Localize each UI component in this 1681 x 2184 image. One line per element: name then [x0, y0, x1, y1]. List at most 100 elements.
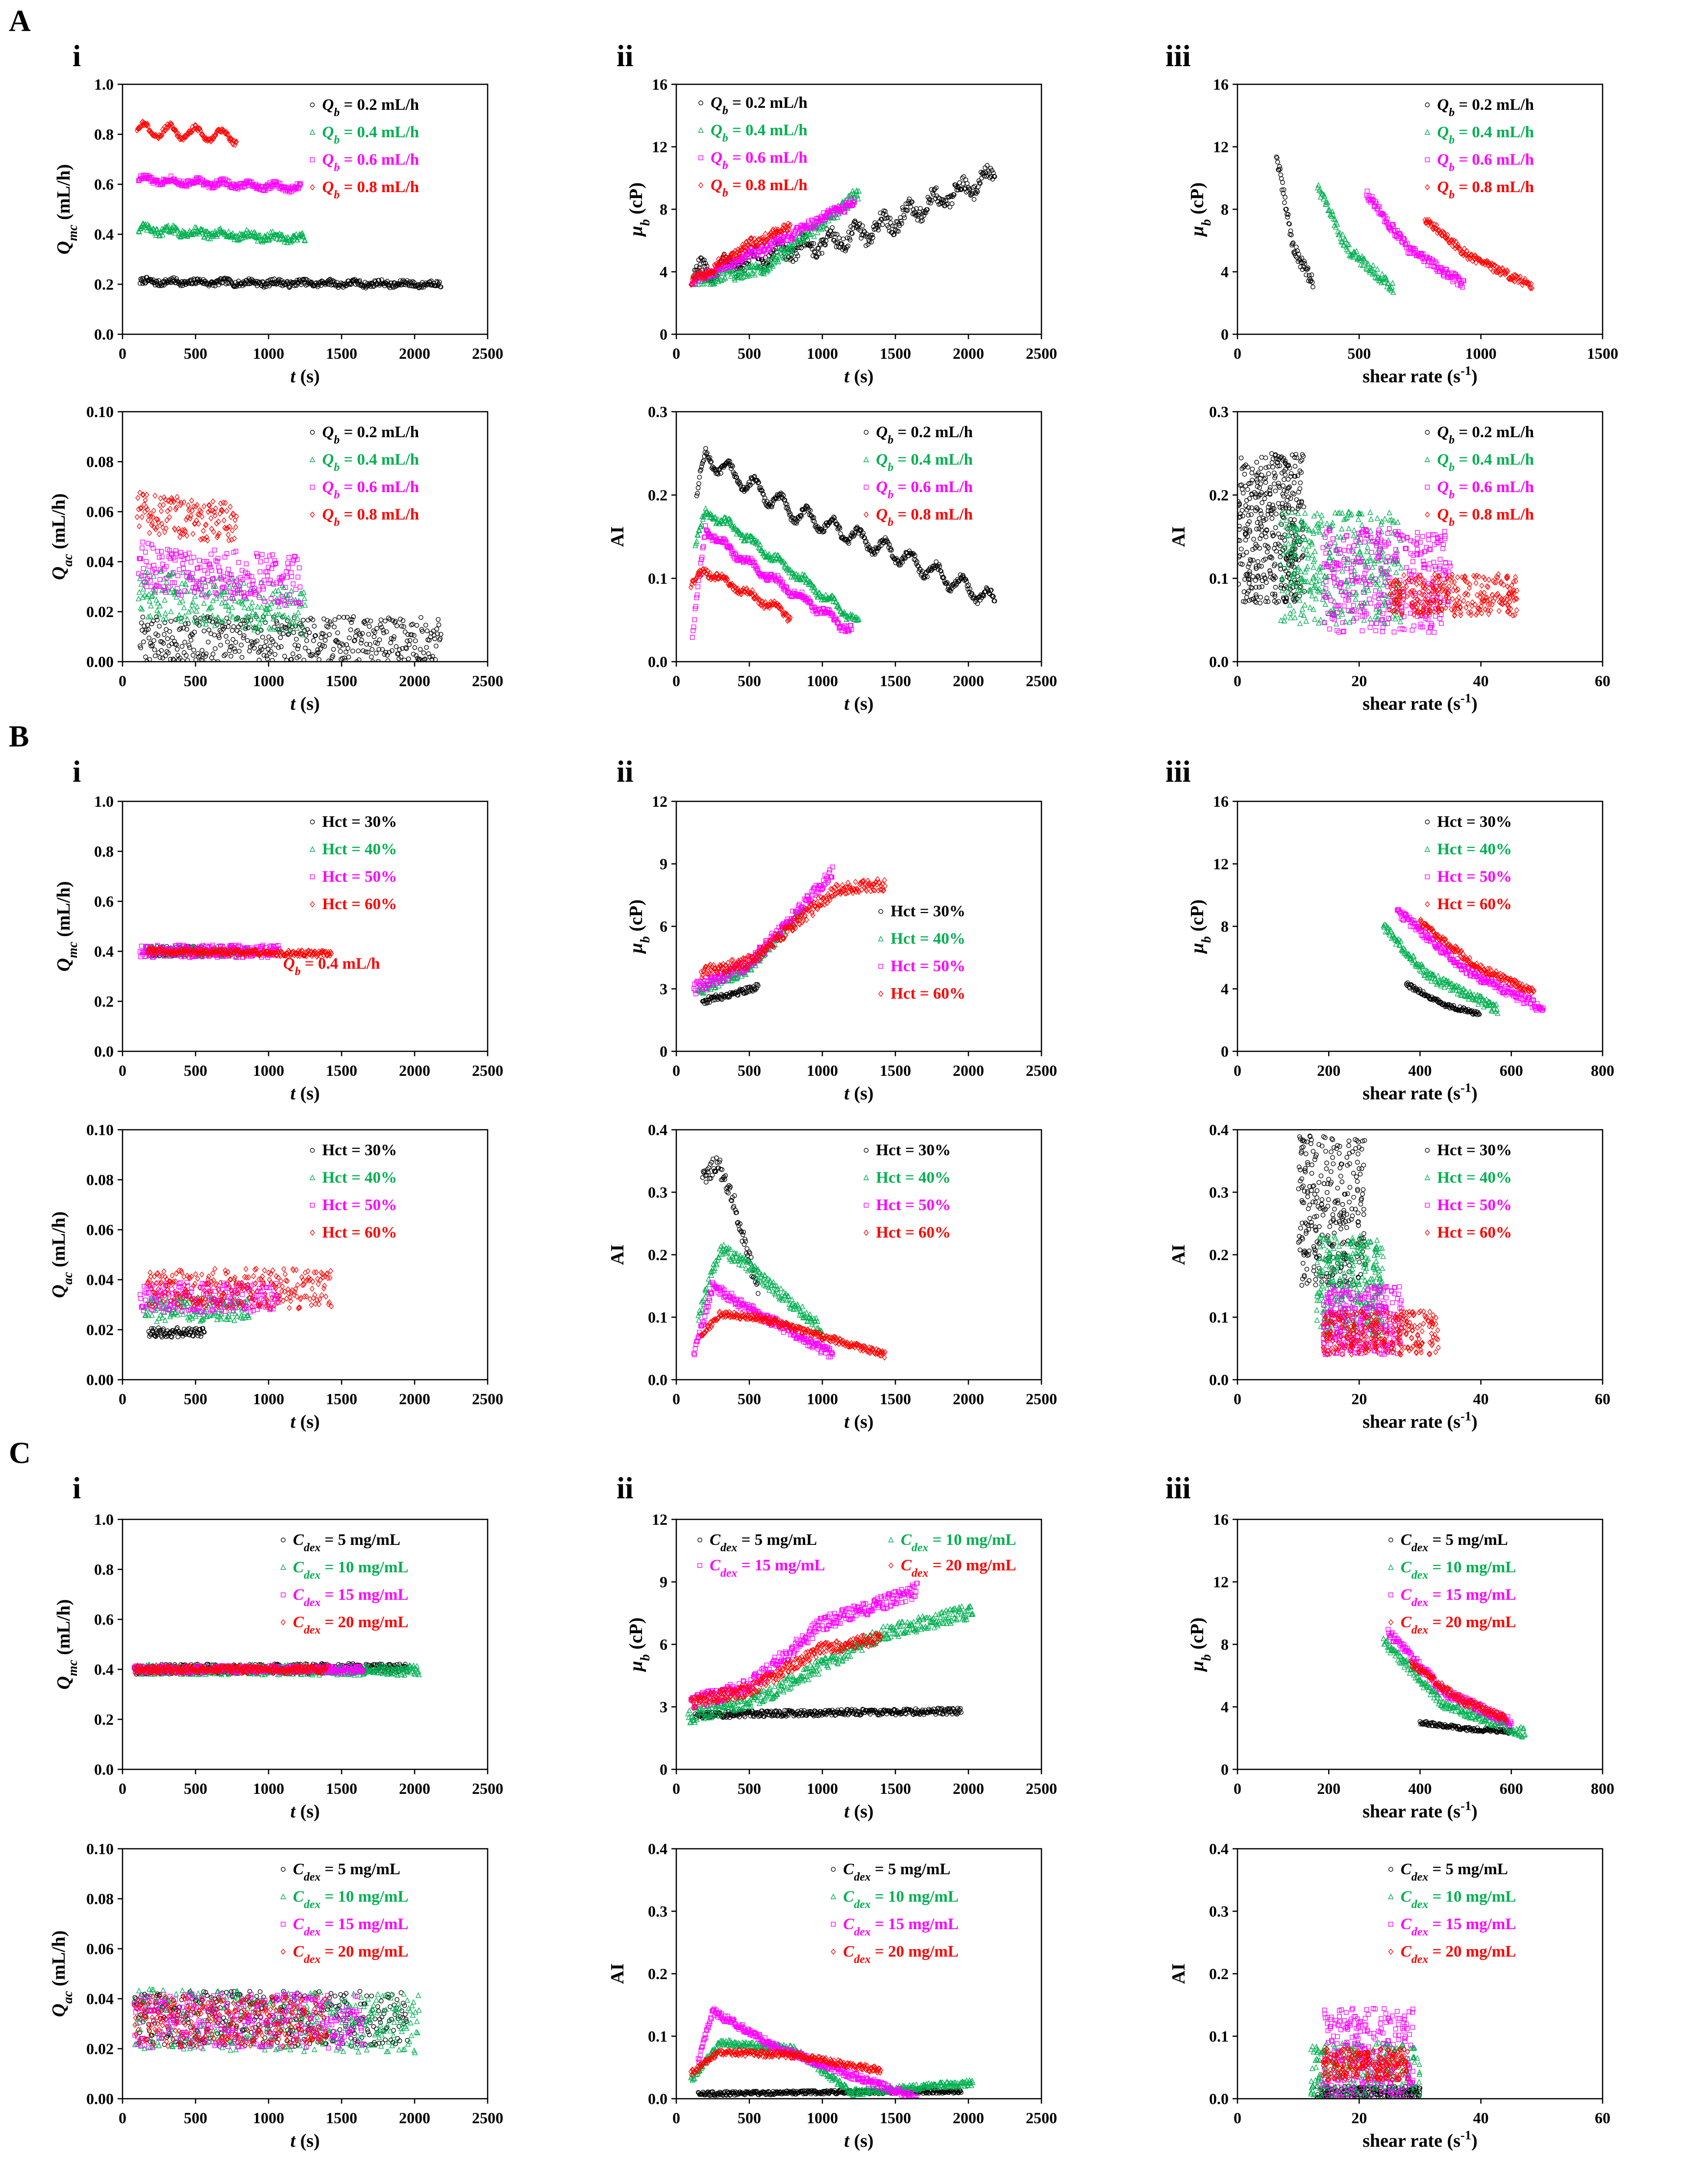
data-point — [289, 574, 295, 579]
data-point — [1285, 215, 1290, 220]
data-point — [283, 234, 289, 240]
data-point — [300, 631, 306, 638]
data-point — [318, 279, 323, 285]
data-point — [856, 188, 862, 194]
data-point — [821, 237, 826, 242]
chart-panel-A-i-top: 0 500 1000 1500 2000 25000.00.20.40.60.81.0t … — [53, 75, 503, 387]
data-point — [209, 568, 214, 573]
data-point — [809, 241, 814, 246]
data-point — [298, 181, 303, 186]
data-point — [1260, 500, 1265, 505]
data-point — [1254, 460, 1260, 465]
data-point — [139, 546, 145, 550]
data-point — [910, 199, 915, 204]
data-point — [239, 655, 245, 660]
data-point — [402, 629, 408, 635]
data-point — [971, 185, 976, 190]
data-point — [297, 182, 302, 187]
data-point — [1258, 600, 1262, 606]
data-point — [147, 564, 151, 569]
data-point — [261, 653, 267, 658]
section-label-a: A — [9, 4, 31, 38]
legend-entry: Qb = 0.6 mL/h — [1437, 151, 1534, 174]
data-point — [918, 206, 923, 211]
data-point — [969, 192, 974, 197]
data-point — [765, 267, 771, 273]
data-point — [166, 124, 171, 131]
data-point — [225, 130, 230, 137]
x-tick-label: 1000 — [253, 345, 284, 362]
data-point — [176, 612, 182, 618]
data-point — [1291, 492, 1297, 496]
data-point — [165, 636, 170, 641]
data-point — [169, 121, 174, 127]
data-point — [148, 602, 154, 609]
data-point — [899, 221, 904, 226]
data-point — [156, 650, 161, 655]
series-1 — [1315, 182, 1396, 295]
data-point — [1424, 129, 1431, 135]
x-tick-label: 2000 — [399, 672, 430, 690]
data-point — [159, 283, 165, 288]
subpanel-label-b-i: i — [73, 755, 81, 789]
data-point — [257, 620, 263, 626]
data-point — [263, 569, 268, 574]
data-point — [269, 235, 275, 241]
data-point — [835, 214, 840, 220]
data-point — [975, 189, 980, 194]
data-point — [165, 222, 171, 228]
subpanel-label-b-iii: iii — [1165, 755, 1191, 789]
data-point — [941, 199, 946, 203]
subpanel-label-a-i: i — [73, 40, 81, 73]
data-point — [203, 651, 209, 656]
data-point — [978, 170, 984, 175]
legend-entry: Qb = 0.6 mL/h — [711, 149, 808, 172]
legend-entry: Qb = 0.2 mL/h — [876, 423, 973, 447]
data-point — [698, 155, 703, 160]
data-point — [270, 552, 275, 557]
data-point — [795, 253, 800, 258]
data-point — [381, 630, 386, 635]
data-point — [698, 100, 703, 105]
data-point — [394, 644, 399, 649]
data-point — [276, 645, 281, 650]
data-point — [227, 503, 233, 510]
data-point — [293, 587, 298, 592]
data-point — [256, 587, 261, 593]
data-point — [312, 623, 317, 629]
data-point — [233, 524, 239, 530]
data-point — [160, 655, 165, 661]
data-point — [971, 197, 977, 202]
data-point — [338, 649, 343, 654]
data-point — [696, 481, 701, 486]
data-point — [735, 273, 741, 280]
data-point — [305, 627, 310, 632]
y-tick-label: 0.02 — [86, 603, 114, 620]
data-point — [967, 187, 972, 192]
data-point — [1249, 471, 1255, 475]
data-point — [833, 240, 838, 245]
data-point — [808, 231, 814, 237]
data-point — [763, 263, 769, 269]
data-point — [184, 616, 191, 622]
data-point — [927, 197, 933, 202]
legend: Qb = 0.2 mL/hQb = 0.4 mL/hQb = 0.6 mL/hQ… — [863, 423, 973, 529]
data-point — [893, 227, 898, 232]
y-tick-label: 0.4 — [94, 225, 114, 243]
data-point — [198, 536, 203, 543]
data-point — [695, 281, 701, 287]
legend-entry: Qb = 0.6 mL/h — [322, 151, 419, 174]
data-point — [244, 561, 249, 567]
data-point — [327, 632, 332, 637]
data-point — [166, 179, 172, 184]
data-point — [350, 648, 355, 654]
data-point — [261, 237, 267, 243]
legend-entry: Qb = 0.2 mL/h — [711, 94, 808, 117]
data-point — [307, 630, 312, 635]
data-point — [310, 511, 315, 518]
y-tick-label: 0.6 — [94, 175, 114, 193]
data-point — [140, 615, 146, 620]
data-point — [744, 273, 750, 279]
data-point — [796, 245, 802, 250]
